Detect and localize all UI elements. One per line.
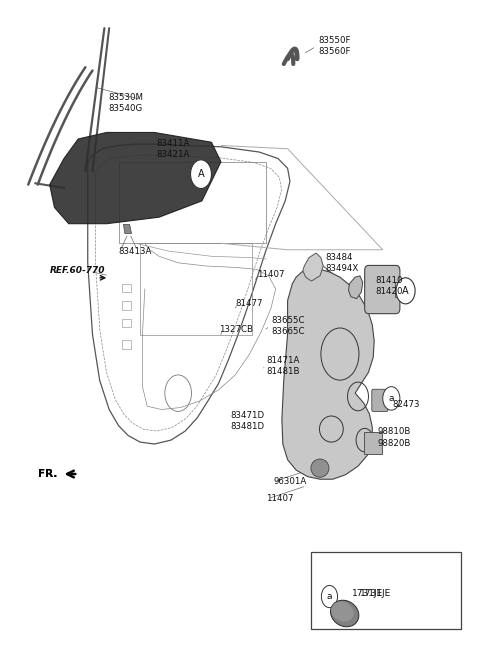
Polygon shape <box>49 133 221 224</box>
Ellipse shape <box>311 459 329 478</box>
Circle shape <box>322 585 337 607</box>
Circle shape <box>396 277 415 304</box>
FancyBboxPatch shape <box>312 552 461 629</box>
Text: 81410
81420: 81410 81420 <box>376 276 403 297</box>
Polygon shape <box>282 270 374 480</box>
Text: 83655C
83665C: 83655C 83665C <box>271 316 304 336</box>
FancyBboxPatch shape <box>364 432 382 455</box>
Text: 81477: 81477 <box>235 298 263 308</box>
Text: A: A <box>402 286 409 296</box>
Text: A: A <box>198 169 204 179</box>
FancyBboxPatch shape <box>372 389 388 411</box>
Circle shape <box>383 386 400 410</box>
Text: 96301A: 96301A <box>273 477 307 485</box>
Text: 82473: 82473 <box>392 400 420 409</box>
Text: FR.: FR. <box>38 469 57 479</box>
Text: 98810B
98820B: 98810B 98820B <box>378 428 411 447</box>
Polygon shape <box>348 276 363 298</box>
FancyBboxPatch shape <box>395 281 405 297</box>
Text: 83484
83494X: 83484 83494X <box>325 253 359 273</box>
Circle shape <box>191 160 212 188</box>
Text: 83550F
83560F: 83550F 83560F <box>319 36 351 56</box>
Text: 83530M
83540G: 83530M 83540G <box>108 93 144 113</box>
Text: REF.60-770: REF.60-770 <box>49 266 105 275</box>
Polygon shape <box>123 224 132 234</box>
FancyBboxPatch shape <box>365 266 400 314</box>
Text: 81471A
81481B: 81471A 81481B <box>266 356 300 376</box>
Text: FR.: FR. <box>38 469 57 479</box>
Text: 1731JE: 1731JE <box>360 589 391 598</box>
Ellipse shape <box>331 602 354 621</box>
Text: a: a <box>327 592 332 601</box>
Text: 83411A
83421A: 83411A 83421A <box>156 138 190 159</box>
Text: 11407: 11407 <box>266 494 294 503</box>
Text: 1327CB: 1327CB <box>218 325 252 334</box>
Text: a: a <box>389 394 394 403</box>
Text: 83413A: 83413A <box>119 247 152 256</box>
Text: 11407: 11407 <box>257 270 284 279</box>
Text: 83471D
83481D: 83471D 83481D <box>230 411 264 430</box>
Polygon shape <box>303 253 323 281</box>
Text: 1731JE: 1731JE <box>352 589 383 598</box>
Ellipse shape <box>331 600 359 626</box>
